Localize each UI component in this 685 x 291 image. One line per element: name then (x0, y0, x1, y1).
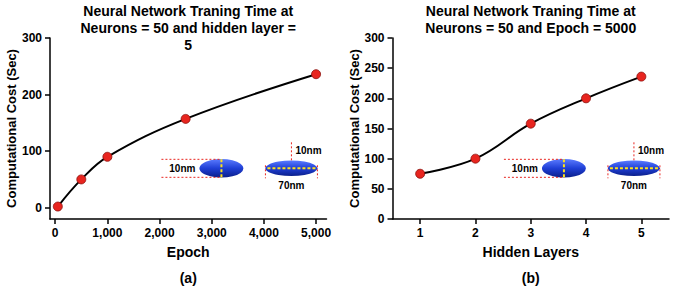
svg-text:70nm: 70nm (278, 180, 304, 191)
svg-text:3: 3 (527, 226, 534, 240)
svg-text:100: 100 (364, 152, 384, 166)
svg-text:3,000: 3,000 (197, 226, 227, 240)
svg-text:Computational Cost (Sec): Computational Cost (Sec) (4, 49, 19, 208)
svg-text:10nm: 10nm (295, 145, 321, 156)
svg-text:5: 5 (184, 37, 192, 53)
svg-text:4: 4 (583, 226, 590, 240)
svg-text:10nm: 10nm (169, 163, 195, 174)
svg-text:50: 50 (371, 182, 385, 196)
svg-text:300: 300 (364, 31, 384, 45)
svg-text:0: 0 (52, 226, 59, 240)
svg-text:250: 250 (364, 61, 384, 75)
svg-text:Neural Network Traning Time at: Neural Network Traning Time at (83, 3, 293, 19)
svg-text:0: 0 (378, 212, 385, 226)
svg-text:Epoch: Epoch (167, 244, 210, 260)
svg-text:10nm: 10nm (512, 163, 538, 174)
svg-text:100: 100 (22, 144, 42, 158)
svg-text:70nm: 70nm (621, 180, 647, 191)
svg-text:150: 150 (364, 122, 384, 136)
svg-text:Hidden Layers: Hidden Layers (483, 244, 580, 260)
svg-text:300: 300 (22, 31, 42, 45)
svg-text:2: 2 (472, 226, 479, 240)
svg-text:1,000: 1,000 (92, 226, 122, 240)
svg-text:Neurons = 50 and Epoch = 5000: Neurons = 50 and Epoch = 5000 (425, 20, 636, 36)
svg-text:Neurons = 50 and hidden layer: Neurons = 50 and hidden layer = (80, 20, 296, 36)
svg-text:5,000: 5,000 (301, 226, 331, 240)
svg-text:2,000: 2,000 (145, 226, 175, 240)
svg-text:4,000: 4,000 (249, 226, 279, 240)
svg-text:200: 200 (364, 91, 384, 105)
svg-text:0: 0 (35, 201, 42, 215)
svg-text:Computational Cost (Sec): Computational Cost (Sec) (347, 49, 362, 208)
svg-text:Neural Network Traning Time at: Neural Network Traning Time at (426, 3, 636, 19)
svg-text:(a): (a) (180, 270, 197, 286)
svg-text:5: 5 (638, 226, 645, 240)
svg-text:1: 1 (417, 226, 424, 240)
svg-text:200: 200 (22, 88, 42, 102)
svg-text:10nm: 10nm (638, 145, 664, 156)
svg-text:(b): (b) (522, 270, 540, 286)
